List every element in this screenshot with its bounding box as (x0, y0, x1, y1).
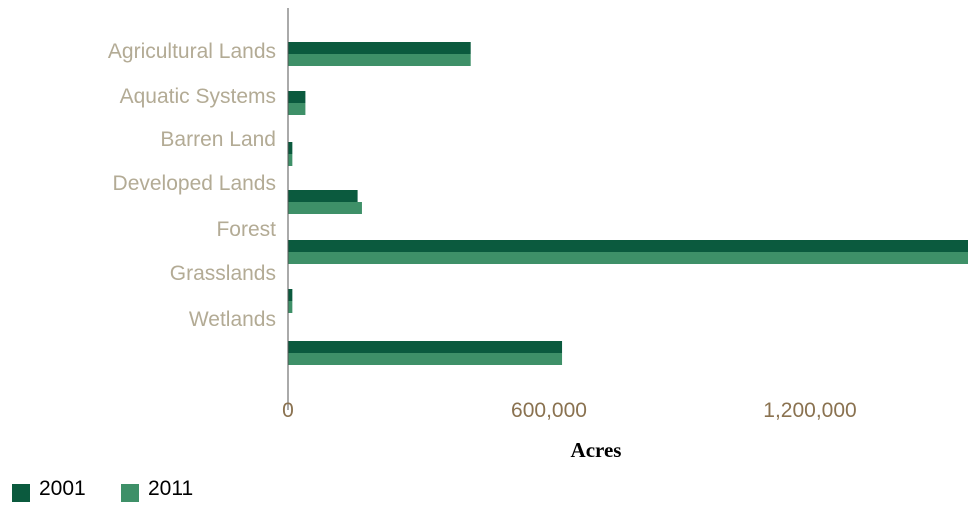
x-tick-label-2: 1,200,000 (763, 399, 856, 422)
bar-2001-forest (288, 240, 968, 252)
bar-2011-wetlands (288, 353, 563, 365)
bars (288, 42, 968, 365)
category-label-aquatic-systems: Aquatic Systems (120, 85, 276, 108)
bar-2001-grasslands (288, 289, 293, 301)
category-labels: Agricultural Lands Aquatic Systems Barren … (108, 40, 276, 331)
bar-2011-developed-lands (288, 202, 362, 214)
bar-2001-agricultural-lands (288, 42, 471, 54)
legend: 2001 2011 (12, 477, 193, 502)
bar-2011-aquatic-systems (288, 103, 306, 115)
legend-swatch-2011 (121, 484, 139, 502)
legend-label-2011: 2011 (148, 477, 193, 500)
bar-2001-wetlands (288, 341, 563, 353)
x-tick-label-1: 600,000 (511, 399, 587, 422)
bar-2011-agricultural-lands (288, 54, 471, 66)
category-label-developed-lands: Developed Lands (113, 172, 276, 195)
category-label-agricultural-lands: Agricultural Lands (108, 40, 276, 63)
bar-2011-grasslands (288, 301, 293, 313)
category-label-grasslands: Grasslands (170, 262, 276, 285)
bar-2011-barren-land (288, 154, 293, 166)
category-label-wetlands: Wetlands (189, 308, 276, 331)
x-axis-title: Acres (571, 438, 622, 462)
category-label-forest: Forest (216, 218, 276, 241)
legend-label-2001: 2001 (39, 477, 86, 500)
bar-2001-aquatic-systems (288, 91, 306, 103)
category-label-barren-land: Barren Land (160, 128, 276, 151)
bar-2001-barren-land (288, 142, 293, 154)
legend-swatch-2001 (12, 484, 30, 502)
bar-2001-developed-lands (288, 190, 358, 202)
x-tick-label-0: 0 (282, 399, 294, 422)
bar-2011-forest (288, 252, 968, 264)
